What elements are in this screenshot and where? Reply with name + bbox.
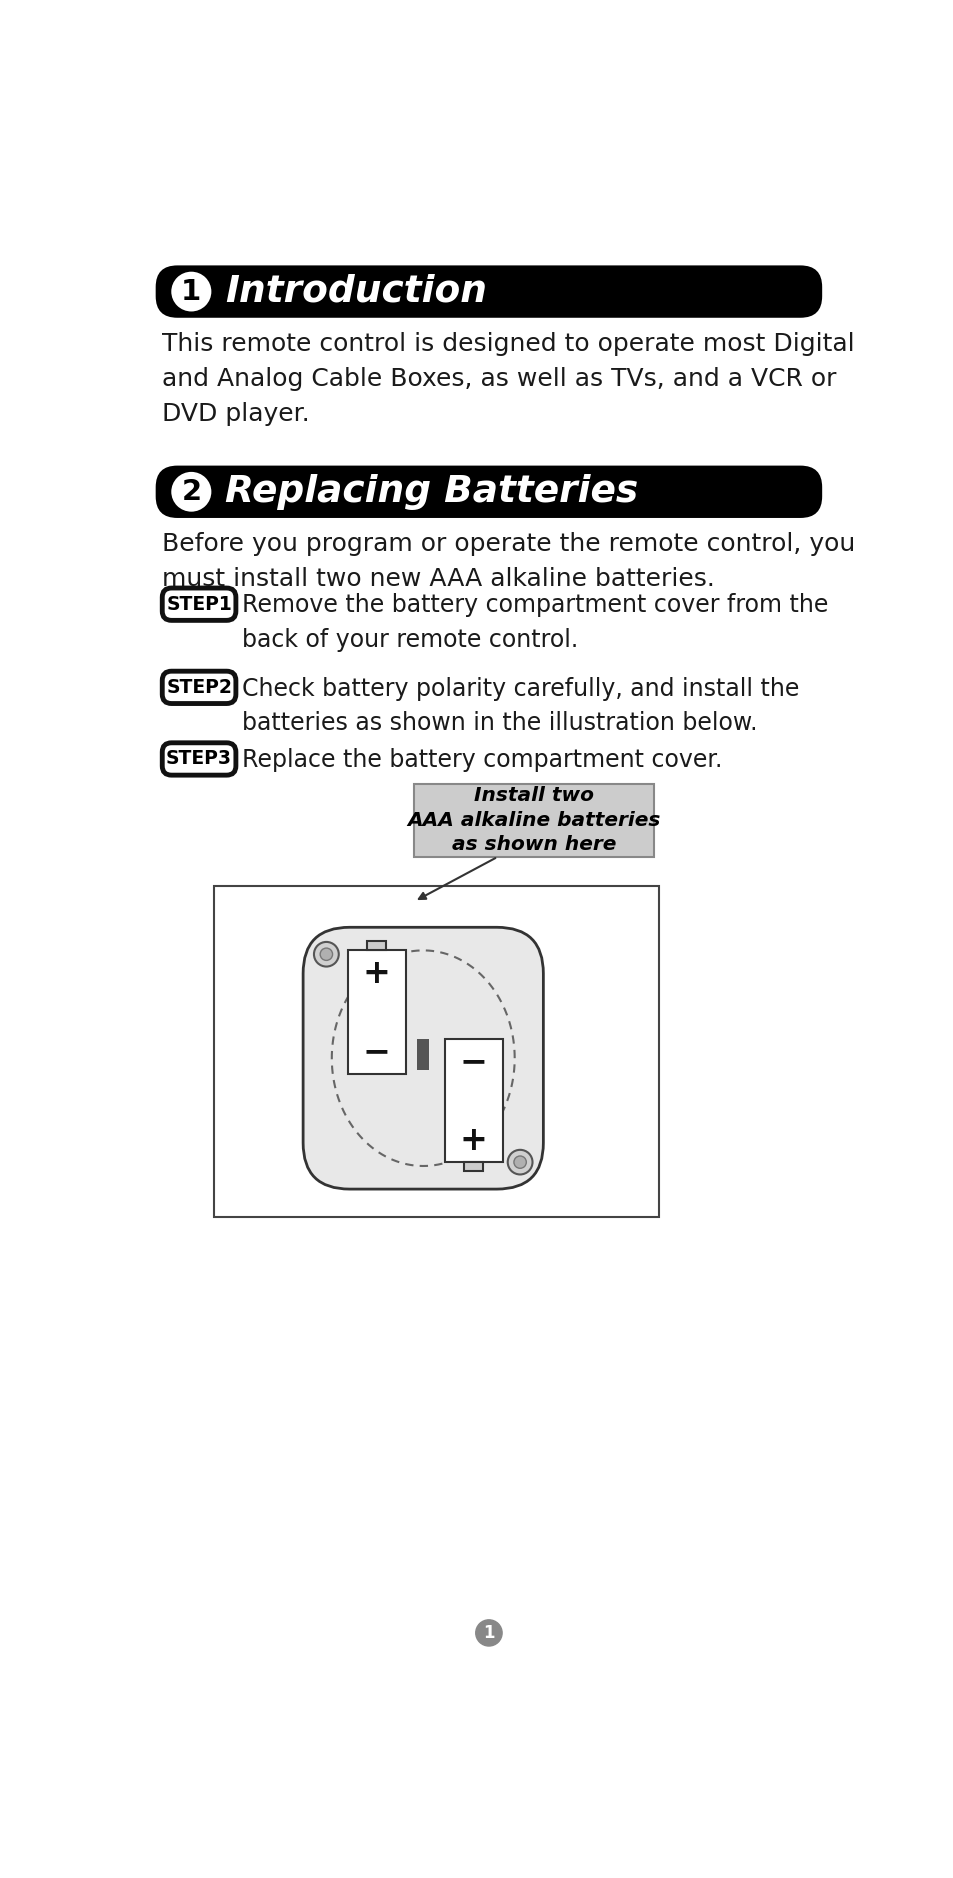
Text: 2: 2: [181, 477, 201, 505]
FancyBboxPatch shape: [303, 928, 543, 1189]
Bar: [367, 941, 386, 950]
Circle shape: [169, 269, 213, 314]
Text: Remove the battery compartment cover from the
back of your remote control.: Remove the battery compartment cover fro…: [241, 593, 827, 652]
Text: STEP2: STEP2: [166, 678, 232, 697]
Circle shape: [507, 1149, 532, 1174]
Circle shape: [314, 943, 338, 967]
Bar: [464, 1162, 482, 1172]
Circle shape: [320, 948, 333, 960]
Text: Install two
AAA alkaline batteries
as shown here: Install two AAA alkaline batteries as sh…: [407, 787, 659, 854]
FancyBboxPatch shape: [155, 466, 821, 518]
Text: Check battery polarity carefully, and install the
batteries as shown in the illu: Check battery polarity carefully, and in…: [241, 676, 799, 734]
Text: +: +: [459, 1125, 487, 1157]
Text: 1: 1: [181, 278, 201, 306]
Text: Replacing Batteries: Replacing Batteries: [225, 473, 638, 509]
Text: STEP1: STEP1: [166, 595, 232, 614]
Circle shape: [476, 1621, 501, 1645]
Bar: [444, 1039, 502, 1162]
Bar: [213, 886, 659, 1217]
Bar: [414, 783, 654, 856]
Text: This remote control is designed to operate most Digital
and Analog Cable Boxes, : This remote control is designed to opera…: [162, 332, 854, 426]
Circle shape: [514, 1157, 526, 1168]
Text: −: −: [459, 1046, 487, 1078]
Text: −: −: [362, 1035, 391, 1069]
Text: STEP3: STEP3: [166, 749, 232, 768]
Circle shape: [169, 470, 213, 515]
FancyBboxPatch shape: [162, 744, 235, 776]
Text: 1: 1: [482, 1624, 495, 1641]
FancyBboxPatch shape: [162, 588, 235, 620]
Bar: [416, 1039, 429, 1070]
Text: Replace the battery compartment cover.: Replace the battery compartment cover.: [241, 747, 721, 772]
FancyBboxPatch shape: [155, 265, 821, 317]
FancyBboxPatch shape: [162, 670, 235, 704]
Text: Introduction: Introduction: [225, 274, 487, 310]
Text: +: +: [362, 958, 391, 990]
Bar: [347, 950, 405, 1074]
Text: Before you program or operate the remote control, you
must install two new AAA a: Before you program or operate the remote…: [162, 531, 854, 592]
